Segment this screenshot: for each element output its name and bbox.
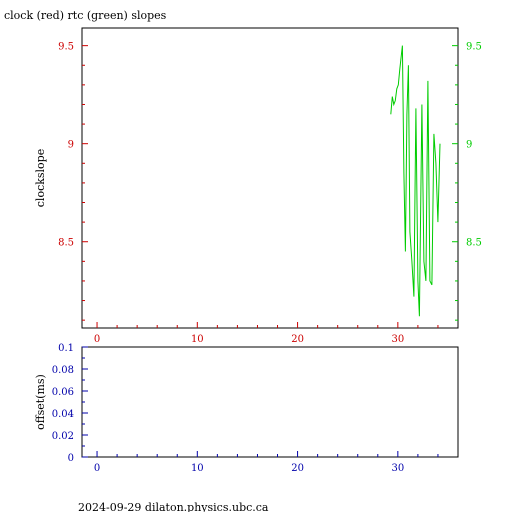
y-tick-label: 0.04: [52, 409, 74, 420]
clockslope-panel: 0 10 20 30 9.5 9 8.5 9.5 9 8.5 clockslope: [34, 27, 482, 345]
y-tick-label: 9: [68, 140, 74, 151]
offset-plot-frame: [81, 346, 459, 458]
x-tick-label: 30: [391, 463, 404, 474]
y-tick-label: 0: [68, 453, 74, 464]
clockslope-ticks: 0 10 20 30 9.5 9 8.5 9.5 9 8.5: [58, 42, 482, 345]
x-tick-label: 20: [291, 463, 304, 474]
x-tick-label: 0: [94, 463, 100, 474]
y-tick-label: 0.06: [52, 387, 74, 398]
y-tick-label: 0.1: [58, 343, 74, 354]
y-tick-label: 9.5: [58, 42, 74, 53]
x-tick-label: 10: [191, 334, 204, 345]
footer-text: 2024-09-29 dilaton.physics.ubc.ca: [78, 501, 269, 512]
y-right-tick-label: 9: [466, 140, 472, 151]
y-tick-label: 0.08: [52, 365, 74, 376]
x-tick-label: 20: [291, 334, 304, 345]
y-tick-label: 8.5: [58, 238, 74, 249]
x-tick-label: 10: [191, 463, 204, 474]
chart-title: clock (red) rtc (green) slopes: [4, 9, 167, 22]
offset-ticks: 0 10 20 30 0.1 0.08 0.06 0.04 0.02 0: [52, 343, 439, 474]
clockslope-axis-title: clockslope: [34, 149, 47, 207]
x-tick-label: 30: [391, 334, 404, 345]
clockslope-series: [390, 45, 441, 317]
offset-axis-title: offset(ms): [34, 374, 47, 430]
x-tick-label: 0: [94, 334, 100, 345]
offset-panel: 0 10 20 30 0.1 0.08 0.06 0.04 0.02 0 offset(ms): [34, 343, 459, 474]
y-tick-label: 0.02: [52, 431, 74, 442]
rtc-slope-line: [390, 45, 441, 317]
clockslope-plot-frame: [81, 27, 459, 329]
y-right-tick-label: 8.5: [466, 238, 482, 249]
y-right-tick-label: 9.5: [466, 42, 482, 53]
